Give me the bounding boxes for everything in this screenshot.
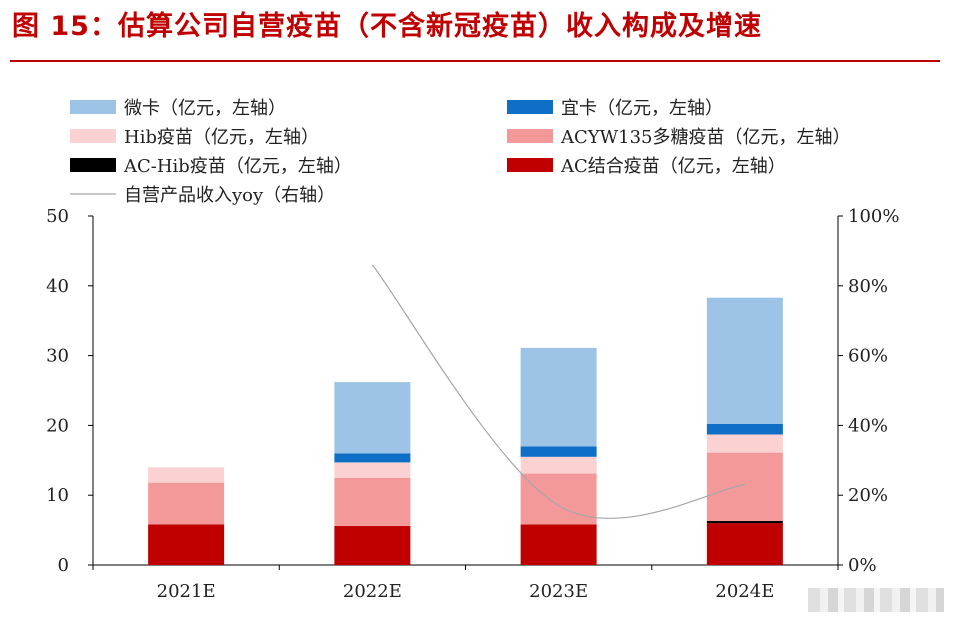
legend-label: 自营产品收入yoy（右轴） (124, 185, 335, 206)
left-axis-tick-label: 10 (46, 485, 69, 506)
legend-label: AC-Hib疫苗（亿元，左轴） (123, 156, 352, 177)
bar-segment (334, 382, 411, 454)
bar-segment (148, 482, 225, 525)
right-axis-tick-label: 80% (848, 276, 888, 297)
bar-segment (148, 524, 225, 565)
bar-segment (520, 524, 597, 565)
chart-axes: 0 10 20 30 40 50 0% 20% 40% 60% 80% 100% 2021E 2022E 2… (46, 206, 899, 602)
bar-segment (520, 347, 597, 447)
legend-swatch (507, 129, 553, 143)
bar-segment (706, 521, 783, 524)
left-axis-tick-label: 20 (46, 415, 69, 436)
bar-segment (706, 452, 783, 522)
yoy-line-path (371, 264, 745, 519)
bar-segment (148, 467, 225, 483)
legend-label: Hib疫苗（亿元，左轴） (124, 127, 319, 148)
legend-label: 微卡（亿元，左轴） (124, 98, 286, 119)
legend-label: ACYW135多糖疫苗（亿元，左轴） (560, 127, 851, 148)
yoy-line-series (371, 264, 745, 519)
bar-segment (334, 453, 411, 463)
bar-segment (520, 473, 597, 525)
chart-legend: 微卡（亿元，左轴） 宜卡（亿元，左轴） Hib疫苗（亿元，左轴） ACYW135多糖疫… (70, 98, 851, 206)
bar-segment (706, 523, 783, 565)
legend-swatch (70, 100, 116, 114)
bar-segment (706, 297, 783, 425)
right-axis-tick-label: 60% (848, 346, 888, 367)
watermark-blur (808, 588, 944, 612)
bar-segment (520, 456, 597, 474)
right-axis-tick-label: 0% (848, 555, 877, 576)
figure-title: 图 15：估算公司自营疫苗（不含新冠疫苗）收入构成及增速 (12, 11, 762, 42)
right-axis-tick-label: 100% (848, 206, 899, 227)
bar-segment (334, 477, 411, 526)
x-axis-tick-label: 2023E (529, 581, 588, 602)
bar-segment (520, 446, 597, 457)
x-axis-tick-label: 2021E (157, 581, 216, 602)
chart-bars (148, 297, 783, 565)
bar-segment (706, 424, 783, 435)
left-axis-tick-label: 30 (46, 346, 69, 367)
right-axis-tick-label: 40% (848, 415, 888, 436)
x-axis-tick-label: 2024E (715, 581, 774, 602)
left-axis-tick-label: 0 (58, 555, 69, 576)
title-divider (10, 60, 940, 62)
left-axis-tick-label: 50 (46, 206, 69, 227)
legend-swatch (507, 158, 553, 172)
legend-swatch (70, 129, 116, 143)
legend-label: AC结合疫苗（亿元，左轴） (560, 156, 786, 177)
bar-segment (334, 462, 411, 478)
x-axis-tick-label: 2022E (343, 581, 402, 602)
bar-segment (334, 525, 411, 565)
legend-swatch (70, 158, 116, 172)
right-axis-tick-label: 20% (848, 485, 888, 506)
legend-swatch (507, 100, 553, 114)
left-axis-tick-label: 40 (46, 276, 69, 297)
bar-segment (706, 434, 783, 453)
legend-label: 宜卡（亿元，左轴） (561, 98, 723, 119)
